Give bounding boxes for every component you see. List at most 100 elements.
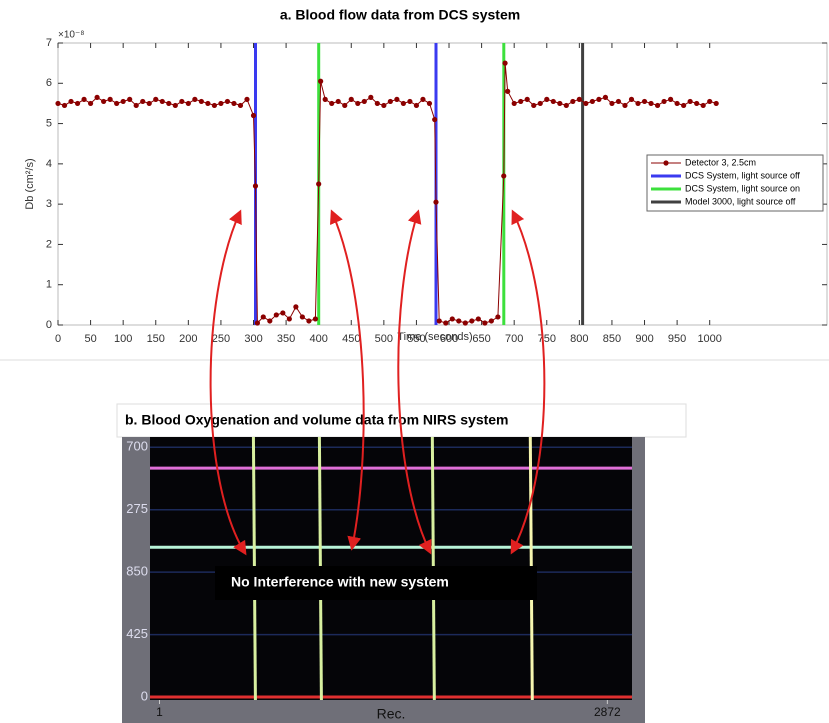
data-point: [322, 96, 328, 102]
data-point: [120, 98, 126, 105]
data-point: [681, 102, 687, 109]
data-point: [687, 98, 693, 105]
data-point: [524, 96, 530, 102]
data-point: [413, 102, 420, 109]
data-point: [361, 98, 367, 105]
data-point: [273, 312, 279, 318]
x-axis-label: Rec.: [377, 706, 406, 722]
data-point: [127, 96, 133, 102]
x-tick-label: 350: [277, 333, 295, 345]
x-tick-label: 150: [147, 333, 165, 345]
arrow: [209, 209, 247, 556]
data-point: [462, 320, 468, 326]
data-point: [348, 96, 354, 102]
data-point: [456, 318, 462, 324]
x-tick-label: 250: [212, 333, 230, 345]
data-point: [74, 100, 81, 107]
x-tick-label: 850: [603, 333, 621, 345]
data-point: [426, 100, 433, 107]
data-point: [237, 102, 244, 109]
data-point: [146, 100, 152, 107]
data-point: [609, 100, 615, 107]
y-axis-label: Db (cm²/s): [24, 158, 36, 209]
data-point: [511, 100, 517, 107]
x-tick-label: 50: [84, 333, 96, 345]
data-point: [94, 94, 100, 100]
data-point: [420, 96, 426, 102]
x-tick-label: 800: [570, 333, 588, 345]
data-point: [368, 94, 374, 100]
annotation-box: [215, 566, 537, 600]
data-point: [589, 98, 595, 105]
data-point: [140, 98, 146, 105]
data-point: [550, 98, 556, 105]
data-point: [615, 98, 622, 105]
x-tick-label: 700: [505, 333, 523, 345]
data-point: [355, 100, 361, 107]
data-point: [205, 100, 211, 107]
data-point: [198, 98, 204, 105]
x-tick-label: 600: [440, 333, 458, 345]
data-point: [244, 96, 250, 102]
arrows: [209, 209, 546, 556]
data-point: [166, 100, 172, 107]
data-point: [537, 100, 543, 107]
data-point: [318, 78, 324, 84]
arrow: [510, 209, 546, 555]
data-point: [713, 100, 719, 107]
x-tick-label: 900: [635, 333, 653, 345]
y-tick-label: 275: [126, 501, 148, 516]
data-point: [635, 100, 641, 107]
data-point: [449, 316, 455, 322]
y-tick-label: 0: [141, 688, 148, 703]
data-point: [557, 100, 563, 107]
data-point: [312, 316, 319, 322]
data-point: [114, 100, 120, 107]
data-point: [622, 102, 628, 109]
y-tick-label: 700: [126, 439, 148, 454]
data-point: [469, 318, 475, 324]
data-point: [400, 100, 406, 107]
data-point: [667, 96, 674, 102]
data-point: [159, 98, 165, 105]
data-point: [531, 102, 537, 109]
data-point: [394, 96, 400, 102]
data-point: [252, 183, 259, 189]
arrow: [397, 209, 432, 555]
data-point: [185, 100, 191, 107]
data-point: [602, 94, 609, 100]
data-point: [381, 102, 387, 109]
data-point: [544, 96, 550, 102]
data-point: [81, 96, 87, 102]
x-tick-label: 0: [55, 333, 61, 345]
data-point: [224, 98, 231, 105]
data-point: [583, 100, 589, 107]
data-point: [700, 102, 706, 109]
arrow: [330, 209, 365, 551]
data-point: [211, 102, 218, 109]
data-point: [342, 102, 348, 109]
data-point: [648, 100, 654, 107]
chart-title: a. Blood flow data from DCS system: [280, 7, 520, 23]
data-point: [293, 304, 299, 310]
data-point: [641, 98, 648, 105]
data-point: [674, 100, 680, 107]
data-point: [596, 96, 602, 102]
data-point: [107, 96, 113, 102]
legend-label: Model 3000, light source off: [685, 196, 796, 206]
legend-label: Detector 3, 2.5cm: [685, 157, 756, 167]
x-tick-label: 650: [472, 333, 490, 345]
data-point: [502, 60, 508, 66]
data-point: [654, 102, 661, 109]
data-point: [286, 316, 292, 322]
data-point: [661, 98, 667, 105]
data-point: [87, 100, 94, 107]
x-tick-label: 500: [375, 333, 393, 345]
data-point: [436, 318, 442, 324]
x-tick-label: 750: [538, 333, 556, 345]
data-point: [250, 112, 257, 119]
legend-label: DCS System, light source off: [685, 170, 800, 180]
y-tick-label: 7: [46, 37, 52, 49]
data-point: [576, 96, 582, 102]
